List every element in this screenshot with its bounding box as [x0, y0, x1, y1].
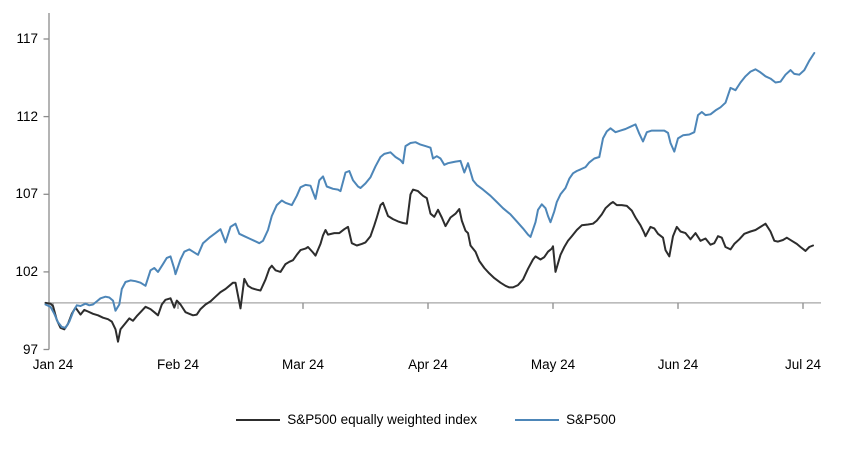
y-tick-label: 102	[15, 263, 38, 279]
legend-item-equal-weight: S&P500 equally weighted index	[236, 412, 477, 427]
legend-label-equal-weight: S&P500 equally weighted index	[287, 412, 478, 427]
y-tick-label: 112	[16, 108, 38, 124]
series-line-sp500	[44, 52, 816, 329]
x-tick-label: Feb 24	[156, 357, 200, 372]
x-tick-label: Apr 24	[408, 357, 448, 372]
series-line-equal-weight	[44, 188, 814, 343]
y-tick-label: 117	[16, 31, 38, 46]
legend-item-sp500: S&P500	[515, 412, 616, 427]
y-tick-label: 97	[22, 341, 38, 357]
sp500-line-swatch	[515, 418, 560, 421]
x-tick-label: May 24	[530, 357, 576, 372]
x-tick-label: Mar 24	[281, 357, 325, 372]
x-tick-label: Jun 24	[657, 357, 699, 372]
x-tick-label: Jan 24	[32, 357, 74, 372]
equal-weight-line-swatch	[236, 418, 281, 421]
legend: S&P500 equally weighted index S&P500	[0, 412, 852, 427]
y-tick-label: 107	[15, 186, 38, 202]
legend-label-sp500: S&P500	[566, 412, 616, 427]
x-tick-label: Jul 24	[784, 357, 822, 372]
